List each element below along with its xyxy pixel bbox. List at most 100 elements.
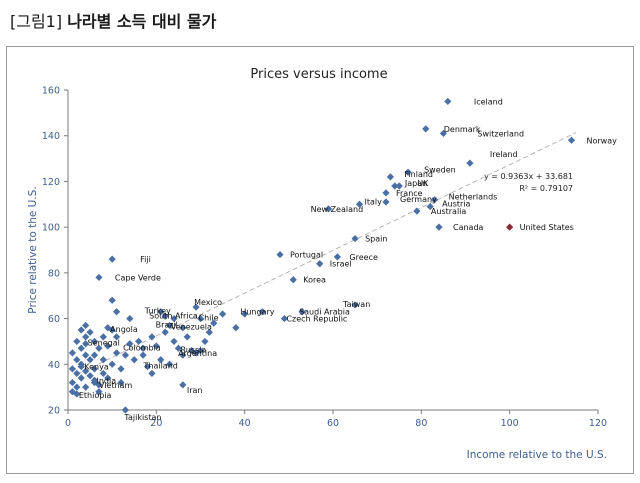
data-point-netherlands [430, 196, 439, 204]
point-label: Italy [365, 197, 383, 206]
data-point-australia [413, 207, 421, 215]
data-point [183, 333, 191, 341]
data-point [112, 308, 121, 316]
point-label: France [396, 189, 423, 198]
point-label: Switzerland [477, 129, 524, 138]
data-point [218, 310, 227, 318]
data-point [95, 344, 103, 352]
data-point [68, 378, 77, 387]
data-point [174, 344, 183, 352]
data-point-denmark [422, 125, 430, 133]
data-point [86, 356, 94, 364]
point-label: Brazil [156, 320, 178, 329]
data-point [86, 328, 94, 336]
data-point [179, 351, 187, 359]
y-tick-label: 20 [48, 406, 60, 417]
data-point-hungary [258, 308, 266, 316]
point-label: Angola [110, 325, 138, 334]
chart-title: Prices versus income [250, 67, 387, 82]
data-point-germany [382, 198, 390, 206]
data-point-india [90, 376, 99, 384]
data-point-saudi-arabia [298, 308, 306, 316]
data-point [99, 369, 107, 378]
data-point [77, 344, 85, 352]
data-point [117, 365, 125, 373]
data-point-united-states [506, 223, 514, 231]
point-label: Spain [365, 235, 387, 244]
data-point [201, 337, 209, 346]
data-point [170, 337, 178, 346]
trendline-equation: y = 0.9363x + 33.681 [484, 172, 573, 181]
data-point-israel [316, 260, 324, 268]
data-point [152, 342, 160, 350]
data-point [99, 333, 107, 341]
point-label: Kenya [84, 363, 109, 372]
figure-label: [그림1] [10, 12, 63, 31]
point-label: Greece [349, 253, 378, 262]
data-point [232, 324, 240, 332]
data-point [121, 351, 130, 359]
x-tick-label: 80 [415, 418, 427, 429]
data-point [82, 383, 90, 391]
data-point [117, 378, 125, 387]
y-tick-label: 60 [48, 314, 60, 325]
axes: 0 20 40 60 80 100 120 20 40 60 80 100 120 140 160 [42, 86, 607, 430]
data-point [241, 310, 249, 318]
x-tick-label: 60 [327, 418, 339, 429]
point-label: Austria [442, 200, 470, 209]
point-label: Tajikistan [123, 413, 161, 422]
point-label: Venezuela [171, 323, 212, 332]
point-label: Iran [187, 386, 203, 395]
data-point [148, 333, 156, 341]
data-point [126, 340, 134, 348]
point-label: Hungary [240, 308, 274, 317]
data-point-spain [351, 234, 359, 243]
data-point [73, 383, 81, 391]
data-point-chile [196, 314, 205, 323]
data-point-finland [386, 173, 395, 181]
data-point [90, 337, 99, 346]
data-point [104, 374, 112, 382]
data-point-canada [435, 223, 443, 231]
y-tick-label: 100 [42, 223, 60, 234]
data-point-colombia [139, 344, 147, 352]
point-label: New Zealand [311, 205, 364, 214]
point-label: Australia [431, 207, 466, 216]
data-point-venezuela [179, 324, 187, 332]
point-label: Ireland [490, 150, 518, 159]
data-point [170, 314, 178, 323]
point-label: India [97, 376, 117, 385]
data-point [73, 369, 81, 378]
data-point [73, 356, 81, 364]
point-label: Saudi Arabia [299, 308, 350, 317]
x-tick-label: 0 [65, 418, 71, 429]
data-point-france [382, 189, 390, 197]
data-point-cape-verde [95, 273, 103, 282]
point-label: Cape Verde [115, 273, 161, 282]
data-point [90, 351, 99, 359]
y-tick-label: 160 [42, 86, 60, 97]
x-axis-label: Income relative to the U.S. [467, 449, 607, 461]
data-points [68, 97, 576, 414]
point-label: South Africa [149, 311, 198, 320]
point-label: Chile [199, 314, 219, 323]
data-point-argentina [192, 349, 200, 357]
data-point-fiji [108, 255, 116, 263]
data-point [95, 388, 103, 396]
point-label: United States [520, 223, 574, 232]
trendline [76, 132, 577, 375]
data-point [73, 337, 81, 346]
y-tick-label: 120 [42, 177, 60, 188]
point-label: Taiwan [342, 300, 370, 309]
y-tick-label: 40 [48, 360, 60, 371]
data-point [108, 296, 116, 304]
y-tick-label: 80 [48, 268, 60, 279]
y-axis-label: Price relative to the U.S. [27, 186, 39, 313]
point-label: Iceland [474, 97, 503, 106]
data-point [68, 349, 77, 357]
data-point [108, 360, 116, 368]
point-label: Vietnam [99, 381, 133, 390]
point-label: Colombia [123, 343, 161, 352]
data-point [68, 365, 77, 373]
